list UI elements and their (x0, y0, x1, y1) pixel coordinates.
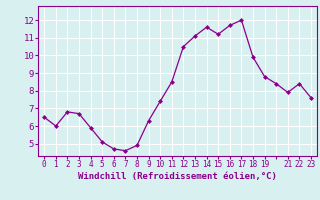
X-axis label: Windchill (Refroidissement éolien,°C): Windchill (Refroidissement éolien,°C) (78, 172, 277, 181)
